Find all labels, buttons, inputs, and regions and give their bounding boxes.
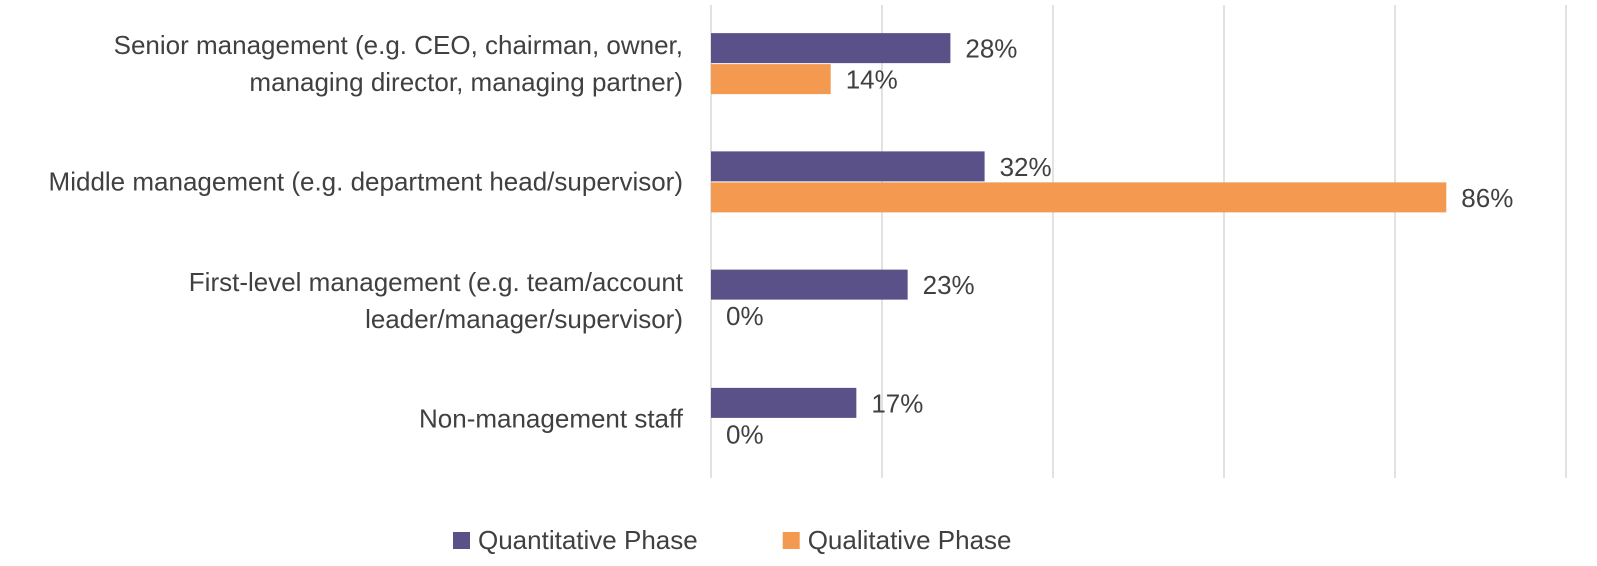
bar [711,33,951,64]
category-label: First-level management (e.g. team/accoun… [188,266,683,334]
data-label: 14% [846,65,898,95]
data-label: 23% [923,270,975,300]
data-label: 17% [871,388,923,418]
bar [711,182,1447,213]
bar [711,64,831,95]
legend-swatch [453,532,470,549]
category-label: Senior management (e.g. CEO, chairman, o… [113,30,683,98]
category-label: Non-management staff [419,403,683,434]
legend-label: Qualitative Phase [808,525,1012,555]
bar [711,269,908,300]
bar [711,151,985,182]
data-label: 86% [1461,183,1513,213]
legend-swatch [782,532,800,549]
bar [711,387,857,418]
data-label: 0% [726,301,764,331]
legend-label: Quantitative Phase [478,525,698,555]
data-label: 32% [1000,152,1052,182]
category-label: Middle management (e.g. department head/… [48,166,683,197]
data-label: 28% [965,34,1017,64]
data-label: 0% [726,419,764,449]
